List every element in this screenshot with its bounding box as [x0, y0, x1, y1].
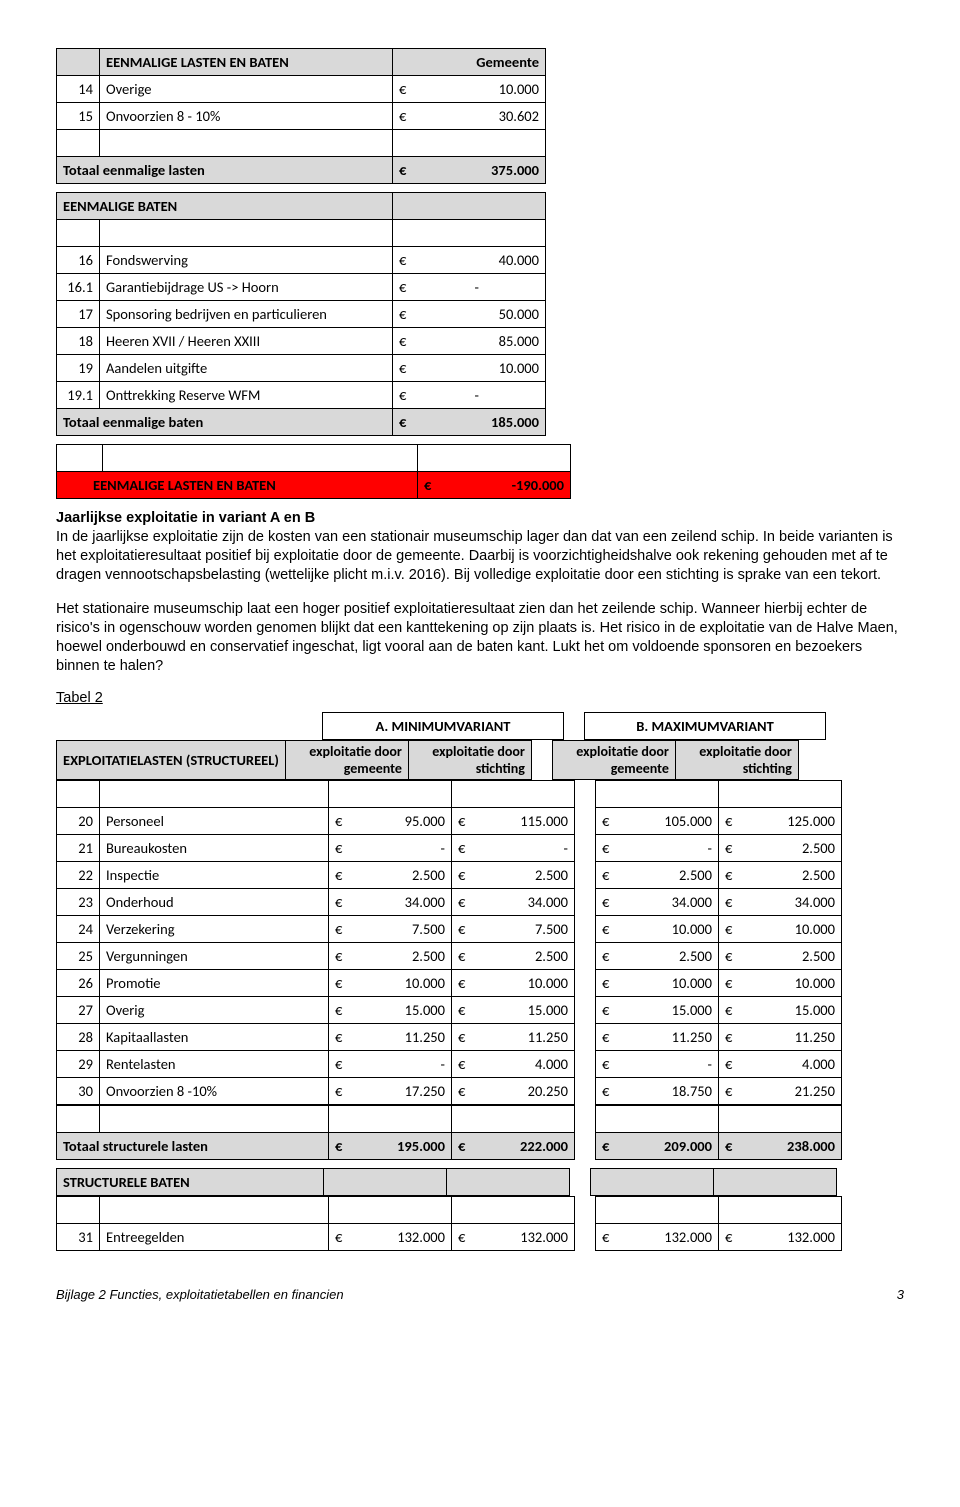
red-result-label: EENMALIGE LASTEN EN BATEN — [57, 472, 418, 499]
table2-row31-left: 31 Entreegelden €132.000 €132.000 — [56, 1196, 575, 1251]
table2-baten-right — [590, 1168, 837, 1196]
table-row: 19Aandelen uitgifte€10.000 — [57, 355, 546, 382]
table-row: 27Overig€15.000€15.000 — [57, 997, 575, 1024]
table-eenmalige-lasten: EENMALIGE LASTEN EN BATEN Gemeente 14 Ov… — [56, 48, 546, 184]
table-row: €10.000€10.000 — [596, 970, 842, 997]
paragraph-intro: Jaarlijkse exploitatie in variant A en B… — [56, 509, 904, 586]
table-row: 17Sponsoring bedrijven en particulieren€… — [57, 301, 546, 328]
table-row: €15.000€15.000 — [596, 997, 842, 1024]
table-row: €18.750€21.250 — [596, 1078, 842, 1105]
table-row: 19.1Onttrekking Reserve WFM€- — [57, 382, 546, 409]
table-row: 14 Overige €10.000 — [57, 76, 546, 103]
table-row: 20Personeel€95.000€115.000 — [57, 808, 575, 835]
table2-baten-left: STRUCTURELE BATEN — [56, 1168, 570, 1196]
table-row: €-€4.000 — [596, 1051, 842, 1078]
hdr-cell: EENMALIGE LASTEN EN BATEN — [100, 49, 393, 76]
table-row: 31 Entreegelden €132.000 €132.000 — [57, 1224, 575, 1251]
red-result-value: €-190.000 — [418, 472, 571, 499]
baten-header: STRUCTURELE BATEN — [57, 1169, 324, 1196]
table-row: 18Heeren XVII / Heeren XXIII€85.000 — [57, 328, 546, 355]
table-row: 29Rentelasten€-€4.000 — [57, 1051, 575, 1078]
table-row: €2.500€2.500 — [596, 862, 842, 889]
table2-right-header: B. MAXIMUMVARIANT — [584, 712, 826, 740]
table-row: €-€2.500 — [596, 835, 842, 862]
table2-right-body: €105.000€125.000€-€2.500€2.500€2.500€34.… — [595, 780, 842, 1105]
table-row: 24Verzekering€7.500€7.500 — [57, 916, 575, 943]
tabel2-heading: Tabel 2 — [56, 690, 904, 706]
table-row: 26Promotie€10.000€10.000 — [57, 970, 575, 997]
table-row: €132.000 €132.000 — [596, 1224, 842, 1251]
total-label: Totaal structurele lasten — [57, 1133, 329, 1160]
table-eenmalige-baten: EENMALIGE BATEN 16Fondswerving€40.000 16… — [56, 192, 546, 436]
paragraph-2: Het stationaire museumschip laat een hog… — [56, 600, 904, 677]
variant-a-header: A. MINIMUMVARIANT — [323, 713, 564, 740]
table-row: 21Bureaukosten€-€- — [57, 835, 575, 862]
table2-header-block: A. MINIMUMVARIANT B. MAXIMUMVARIANT — [56, 712, 904, 740]
table-row: 28Kapitaallasten€11.250€11.250 — [57, 1024, 575, 1051]
table-row: €11.250€11.250 — [596, 1024, 842, 1051]
footer-text: Bijlage 2 Functies, exploitatietabellen … — [56, 1287, 344, 1302]
table2-right-subheader: exploitatie door gemeente exploitatie do… — [552, 740, 799, 780]
table-row: 15 Onvoorzien 8 - 10% €30.602 — [57, 103, 546, 130]
table-row: 22Inspectie€2.500€2.500 — [57, 862, 575, 889]
table-row: €2.500€2.500 — [596, 943, 842, 970]
table-row: 30Onvoorzien 8 -10%€17.250€20.250 — [57, 1078, 575, 1105]
page-footer: Bijlage 2 Functies, exploitatietabellen … — [56, 1287, 904, 1302]
table-row: €10.000€10.000 — [596, 916, 842, 943]
table2-left: EXPLOITATIELASTEN (STRUCTUREEL) exploita… — [56, 740, 532, 780]
variant-b-header: B. MAXIMUMVARIANT — [585, 713, 826, 740]
table-row: €34.000€34.000 — [596, 889, 842, 916]
page-number: 3 — [897, 1287, 904, 1302]
table-row: 23Onderhoud€34.000€34.000 — [57, 889, 575, 916]
table-row: 25Vergunningen€2.500€2.500 — [57, 943, 575, 970]
table2-body: 20Personeel€95.000€115.00021Bureaukosten… — [56, 780, 904, 1105]
table2-total-left: Totaal structurele lasten €195.000 €222.… — [56, 1105, 575, 1160]
hdr-cell — [57, 49, 100, 76]
exploitatielasten-header: EXPLOITATIELASTEN (STRUCTUREEL) — [57, 741, 286, 780]
table-row: €105.000€125.000 — [596, 808, 842, 835]
table2-row31-right: €132.000 €132.000 — [595, 1196, 842, 1251]
table-red-result: EENMALIGE LASTEN EN BATEN €-190.000 — [56, 444, 571, 499]
table-row: 16Fondswerving€40.000 — [57, 247, 546, 274]
total-row: Totaal eenmalige lasten €375.000 — [57, 157, 546, 184]
table2-left-header: A. MINIMUMVARIANT — [56, 712, 564, 740]
table2-left-body: 20Personeel€95.000€115.00021Bureaukosten… — [56, 780, 575, 1105]
table2-total-right: €209.000 €238.000 — [595, 1105, 842, 1160]
hdr-cell: Gemeente — [393, 49, 546, 76]
table-row: 16.1Garantiebijdrage US -> Hoorn€- — [57, 274, 546, 301]
section-header: EENMALIGE BATEN — [57, 193, 393, 220]
total-row: Totaal eenmalige baten€185.000 — [57, 409, 546, 436]
